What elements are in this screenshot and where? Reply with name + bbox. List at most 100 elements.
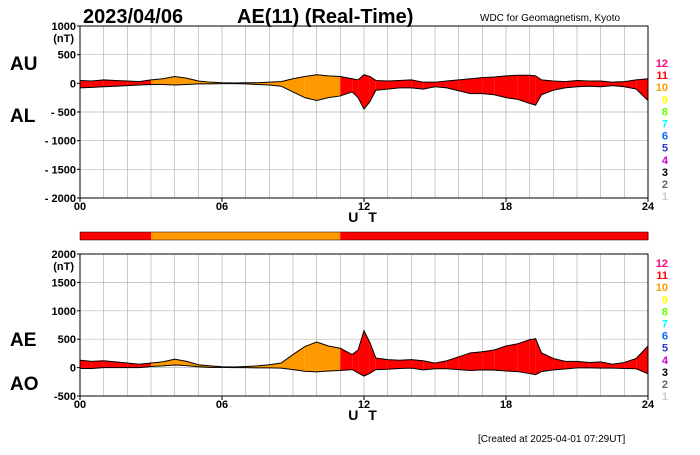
y-tick-label: 1500 bbox=[52, 277, 76, 289]
activity-cell bbox=[103, 232, 128, 240]
area-segment bbox=[151, 78, 163, 85]
area-segment bbox=[139, 79, 151, 86]
series-label-al: AL bbox=[10, 106, 36, 127]
area-segment bbox=[529, 75, 536, 106]
y-unit-label: (nT) bbox=[53, 33, 74, 45]
area-segment bbox=[281, 78, 293, 92]
area-segment bbox=[577, 80, 589, 87]
area-segment bbox=[103, 79, 116, 87]
area-segment bbox=[435, 81, 447, 88]
area-segment bbox=[304, 74, 317, 101]
area-segment bbox=[423, 360, 435, 370]
area-segment bbox=[328, 346, 341, 372]
area-segment bbox=[80, 80, 92, 88]
activity-cell bbox=[387, 232, 412, 240]
activity-cell bbox=[222, 232, 247, 240]
series-label-au: AU bbox=[10, 54, 37, 75]
activity-bar bbox=[79, 231, 649, 241]
legend-level-6: 6 bbox=[662, 131, 668, 143]
date-title: 2023/04/06 bbox=[83, 6, 183, 28]
y-tick-label: - 500 bbox=[51, 107, 76, 119]
activity-cell bbox=[506, 232, 531, 240]
legend-level-5: 5 bbox=[662, 343, 668, 355]
area-segment bbox=[517, 75, 530, 104]
series-line-ao bbox=[80, 364, 649, 377]
activity-cell bbox=[198, 232, 223, 240]
area-segment bbox=[358, 74, 364, 110]
area-segment bbox=[304, 342, 317, 372]
y-tick-label: - 1000 bbox=[45, 136, 76, 148]
area-segment bbox=[600, 81, 613, 87]
area-segment bbox=[470, 351, 483, 371]
area-segment bbox=[535, 75, 542, 106]
panel-ae-ao: 2000 1500 1000 500 0 -500 (nT) 00 06 12 18 24 U T AE A… bbox=[10, 249, 655, 423]
area-segment bbox=[328, 75, 341, 98]
legend-level-1: 1 bbox=[662, 191, 668, 203]
activity-cell bbox=[577, 232, 602, 240]
y-tick-label: 500 bbox=[58, 50, 76, 62]
y-tick-label: 0 bbox=[70, 363, 76, 375]
activity-cell bbox=[411, 232, 436, 240]
x-axis-label: U T bbox=[348, 209, 380, 225]
activity-bar-frame bbox=[79, 231, 649, 241]
panels-layer: 1000 500 0 - 500 - 1000 - 1500 - 2000 (nT) 00 06 1… bbox=[10, 21, 655, 423]
legend-level-4: 4 bbox=[662, 155, 669, 167]
y-tick-label: - 1500 bbox=[45, 164, 76, 176]
x-tick-label: 06 bbox=[216, 399, 228, 411]
area-segment bbox=[174, 76, 187, 86]
area-segment bbox=[588, 81, 601, 87]
area-segment bbox=[174, 359, 187, 366]
area-segment bbox=[411, 359, 424, 370]
y-tick-label: -500 bbox=[54, 391, 76, 403]
legend-level-2: 2 bbox=[662, 379, 668, 391]
area-segment bbox=[494, 346, 506, 372]
legend-level-10: 10 bbox=[656, 282, 668, 294]
panel-au-al: 1000 500 0 - 500 - 1000 - 1500 - 2000 (nT) 00 06 1… bbox=[10, 21, 655, 225]
area-segment bbox=[506, 343, 518, 372]
area-segment bbox=[162, 359, 175, 366]
area-segment bbox=[293, 76, 305, 98]
area-segment bbox=[470, 77, 483, 94]
area-segment bbox=[103, 360, 116, 368]
activity-cell bbox=[316, 232, 341, 240]
y-tick-label: 1000 bbox=[52, 21, 76, 33]
area-segment bbox=[458, 352, 471, 371]
area-segment bbox=[624, 79, 637, 90]
area-segment bbox=[636, 346, 648, 374]
area-segment bbox=[553, 358, 566, 370]
x-tick-label: 18 bbox=[500, 399, 512, 411]
x-tick-label: 12 bbox=[358, 399, 370, 411]
area-segment bbox=[369, 342, 376, 374]
activity-cell bbox=[174, 232, 199, 240]
activity-cell bbox=[482, 232, 507, 240]
y-tick-label: 0 bbox=[70, 78, 76, 90]
area-segment bbox=[624, 358, 637, 369]
series-label-ae: AE bbox=[10, 330, 36, 351]
legend-level-3: 3 bbox=[662, 167, 668, 179]
area-segment bbox=[529, 338, 536, 375]
legend-level-12: 12 bbox=[656, 258, 668, 270]
legend-level-6: 6 bbox=[662, 331, 668, 343]
area-segment bbox=[411, 79, 424, 90]
x-tick-label: 00 bbox=[74, 399, 86, 411]
area-segment bbox=[91, 79, 104, 88]
area-segment bbox=[115, 80, 128, 87]
area-segment bbox=[281, 354, 293, 370]
series-line-au bbox=[79, 74, 649, 84]
activity-cell bbox=[458, 232, 483, 240]
area-segment bbox=[399, 359, 412, 369]
area-segment bbox=[127, 81, 140, 86]
activity-cell bbox=[624, 232, 649, 240]
x-tick-label: 24 bbox=[642, 399, 655, 411]
legend-level-2: 2 bbox=[662, 179, 668, 191]
legend-level-7: 7 bbox=[662, 319, 668, 331]
activity-cell bbox=[529, 232, 554, 240]
area-segment bbox=[565, 80, 577, 88]
area-segment bbox=[369, 76, 376, 102]
x-tick-label: 12 bbox=[358, 201, 370, 213]
series-label-ao: AO bbox=[10, 374, 39, 395]
